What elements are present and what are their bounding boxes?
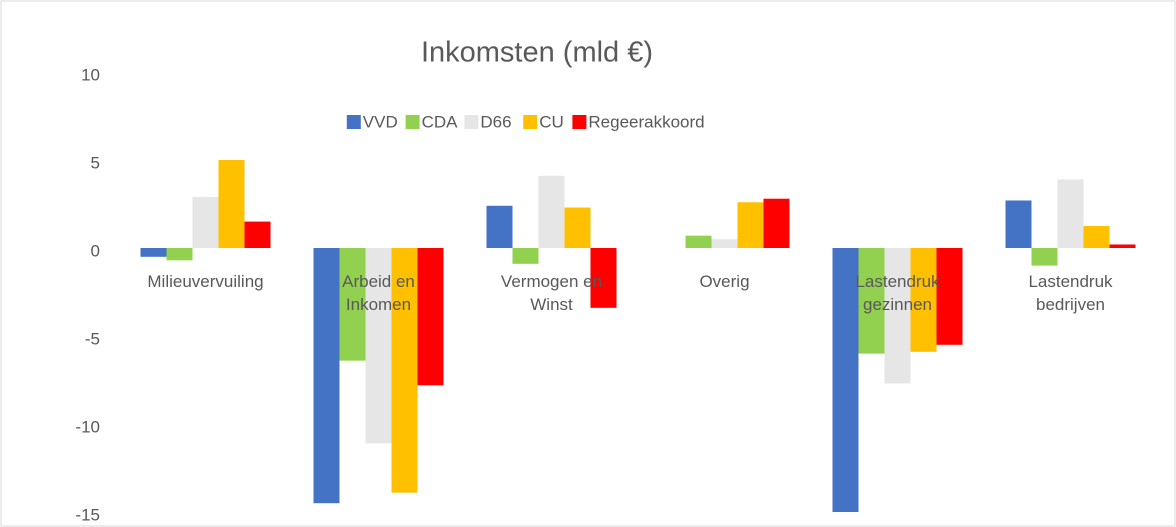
legend-swatch bbox=[464, 115, 479, 129]
bar bbox=[1005, 200, 1032, 248]
x-tick-label: Vermogen en Winst bbox=[500, 272, 603, 314]
legend-label: Regeerakkoord bbox=[588, 112, 704, 131]
legend-swatch bbox=[572, 115, 587, 129]
x-tick-label: Milieuvervuiling bbox=[147, 272, 264, 291]
bar bbox=[711, 239, 738, 248]
y-tick-label: -10 bbox=[75, 417, 100, 436]
chart-title: Inkomsten (mld €) bbox=[421, 37, 653, 69]
y-tick-label: 0 bbox=[91, 241, 100, 260]
bar bbox=[365, 248, 392, 444]
bar bbox=[832, 248, 859, 512]
y-tick-label: -5 bbox=[85, 329, 100, 348]
legend-swatch bbox=[523, 115, 538, 129]
x-tick-label: Lastendruk gezinnen bbox=[855, 272, 940, 314]
x-tick-label: Arbeid en Inkomen bbox=[342, 272, 415, 314]
bar bbox=[936, 248, 963, 345]
bar bbox=[339, 248, 366, 361]
bar bbox=[910, 248, 937, 352]
bar bbox=[391, 248, 418, 493]
bar bbox=[218, 160, 245, 248]
bar bbox=[486, 205, 513, 248]
legend-label: D66 bbox=[480, 112, 511, 131]
x-tick-label: Lastendruk bedrijven bbox=[1028, 272, 1113, 314]
legend-swatch bbox=[405, 115, 420, 129]
bar bbox=[313, 248, 340, 504]
bar bbox=[417, 248, 444, 386]
bar bbox=[1109, 244, 1136, 248]
bar bbox=[244, 221, 271, 248]
legend-swatch bbox=[346, 115, 361, 129]
bar bbox=[1057, 179, 1084, 248]
y-tick-label: 10 bbox=[81, 65, 100, 84]
bar bbox=[564, 207, 591, 248]
legend-label: CDA bbox=[422, 112, 459, 131]
bar bbox=[685, 235, 712, 248]
legend-label: CU bbox=[539, 112, 564, 131]
bar bbox=[538, 175, 565, 248]
bar bbox=[1083, 226, 1110, 248]
bar bbox=[763, 198, 790, 248]
legend-label: VVD bbox=[363, 112, 398, 131]
y-tick-label: 5 bbox=[91, 153, 100, 172]
bar bbox=[140, 248, 167, 257]
x-tick-label: Overig bbox=[699, 272, 750, 291]
bar bbox=[166, 248, 193, 261]
bar bbox=[192, 196, 219, 248]
bar bbox=[1031, 248, 1058, 266]
bar bbox=[512, 248, 539, 264]
bar bbox=[858, 248, 885, 354]
bar bbox=[884, 248, 911, 384]
bar bbox=[590, 248, 617, 308]
y-tick-label: -15 bbox=[75, 505, 100, 524]
bar bbox=[737, 202, 764, 248]
